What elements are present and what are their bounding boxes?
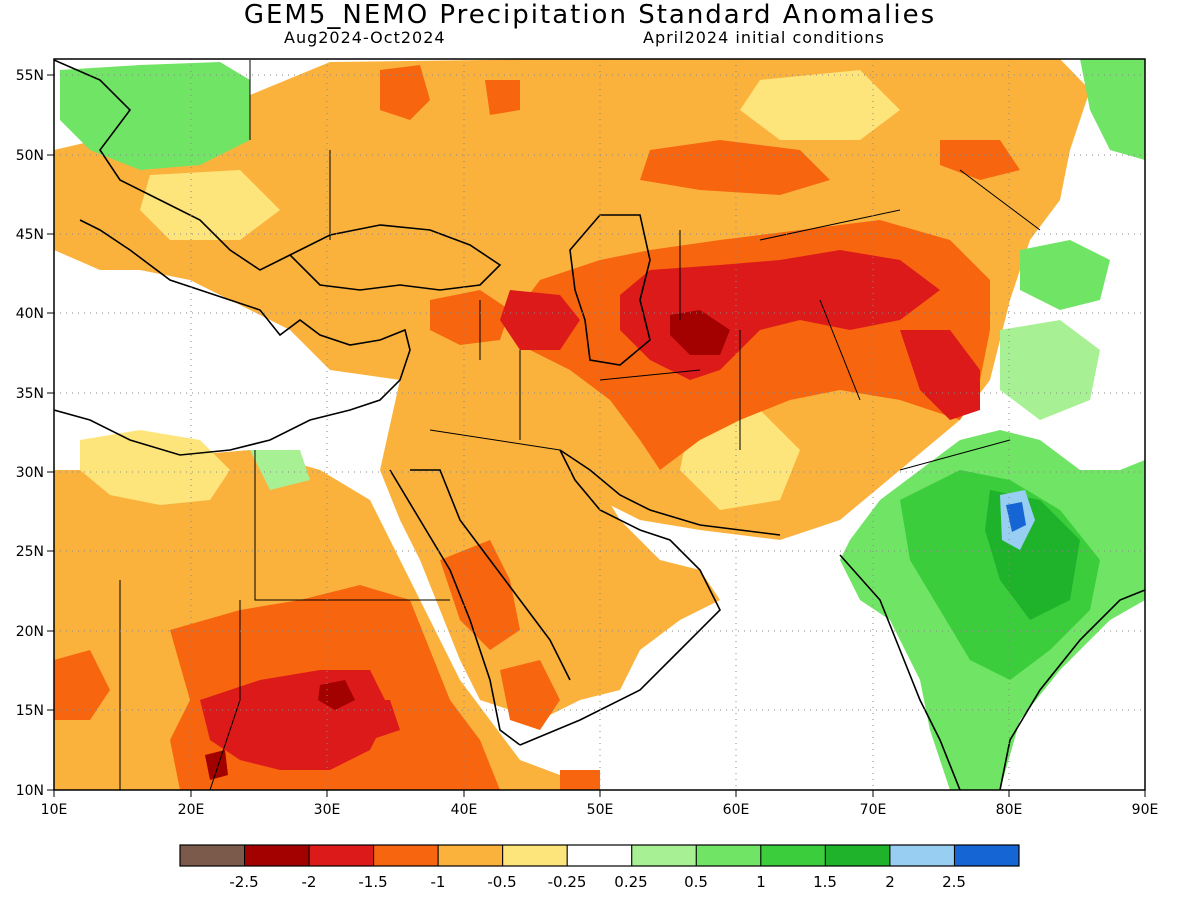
lon-tick-label: 60E bbox=[723, 802, 750, 818]
legend-label: -0.25 bbox=[548, 873, 587, 891]
lon-tick-label: 80E bbox=[996, 802, 1023, 818]
lon-tick-label: 10E bbox=[41, 802, 68, 818]
legend-frame bbox=[179, 844, 1020, 867]
legend-swatch bbox=[373, 844, 439, 867]
lat-tick-label: 45N bbox=[16, 227, 44, 243]
legend-label: 0.5 bbox=[684, 873, 708, 891]
lon-tick-label: 90E bbox=[1132, 802, 1159, 818]
persian-gulf-coast bbox=[559, 449, 781, 536]
legend-label: 2 bbox=[885, 873, 895, 891]
legend-swatch bbox=[695, 844, 762, 867]
legend-swatch bbox=[308, 844, 375, 867]
legend-swatch bbox=[631, 844, 697, 867]
legend-swatch bbox=[824, 844, 891, 867]
anomaly-region-arabia bbox=[380, 370, 720, 720]
legend-label: 1.5 bbox=[813, 873, 837, 891]
legend-swatch bbox=[889, 844, 955, 867]
lat-tick-label: 55N bbox=[16, 68, 44, 84]
lon-tick-label: 50E bbox=[587, 802, 614, 818]
legend-swatch bbox=[566, 844, 633, 867]
legend-swatch bbox=[760, 844, 826, 867]
coastlines bbox=[54, 59, 1145, 790]
legend-swatch bbox=[179, 844, 246, 867]
color-legend: -2.5 -2 -1.5 -1 -0.5 -0.25 0.25 0.5 1 1.… bbox=[179, 844, 1020, 891]
lat-tick-label: 40N bbox=[16, 306, 44, 322]
lat-tick-label: 25N bbox=[16, 544, 44, 560]
legend-label: 2.5 bbox=[942, 873, 966, 891]
legend-label: -0.5 bbox=[487, 873, 516, 891]
lat-tick-label: 15N bbox=[16, 703, 44, 719]
europe-coast bbox=[54, 59, 291, 271]
caspian-coast bbox=[569, 214, 651, 366]
legend-label: -1 bbox=[431, 873, 446, 891]
country-borders bbox=[119, 60, 1041, 790]
anomaly-field bbox=[54, 59, 1145, 790]
lat-tick-label: 50N bbox=[16, 148, 44, 164]
legend-label: -1.5 bbox=[358, 873, 387, 891]
legend-label: -2.5 bbox=[229, 873, 258, 891]
legend-label: -2 bbox=[302, 873, 317, 891]
map-title: GEM5_NEMO Precipitation Standard Anomali… bbox=[243, 0, 937, 30]
legend-swatch bbox=[502, 844, 568, 867]
legend-swatch bbox=[437, 844, 504, 867]
anomaly-region-poland bbox=[60, 62, 250, 170]
mediterranean-coast bbox=[54, 219, 411, 456]
lon-tick-label: 40E bbox=[451, 802, 478, 818]
black-sea-coast bbox=[288, 224, 502, 291]
legend-label: 0.25 bbox=[614, 873, 647, 891]
lat-tick-label: 20N bbox=[16, 624, 44, 640]
india-coast bbox=[839, 554, 1145, 790]
arabia-coast bbox=[519, 449, 721, 746]
lat-tick-label: 35N bbox=[16, 386, 44, 402]
legend-swatch bbox=[953, 844, 1020, 867]
lat-tick-label: 30N bbox=[16, 465, 44, 481]
red-sea-coast bbox=[389, 469, 571, 746]
legend-swatch bbox=[244, 844, 310, 867]
initial-conditions: April2024 initial conditions bbox=[643, 28, 885, 47]
forecast-period: Aug2024-Oct2024 bbox=[284, 28, 446, 47]
lat-tick-label: 10N bbox=[16, 783, 44, 799]
lon-tick-label: 20E bbox=[178, 802, 205, 818]
lon-tick-label: 70E bbox=[860, 802, 887, 818]
legend-label: 1 bbox=[756, 873, 766, 891]
lon-tick-label: 30E bbox=[314, 802, 341, 818]
